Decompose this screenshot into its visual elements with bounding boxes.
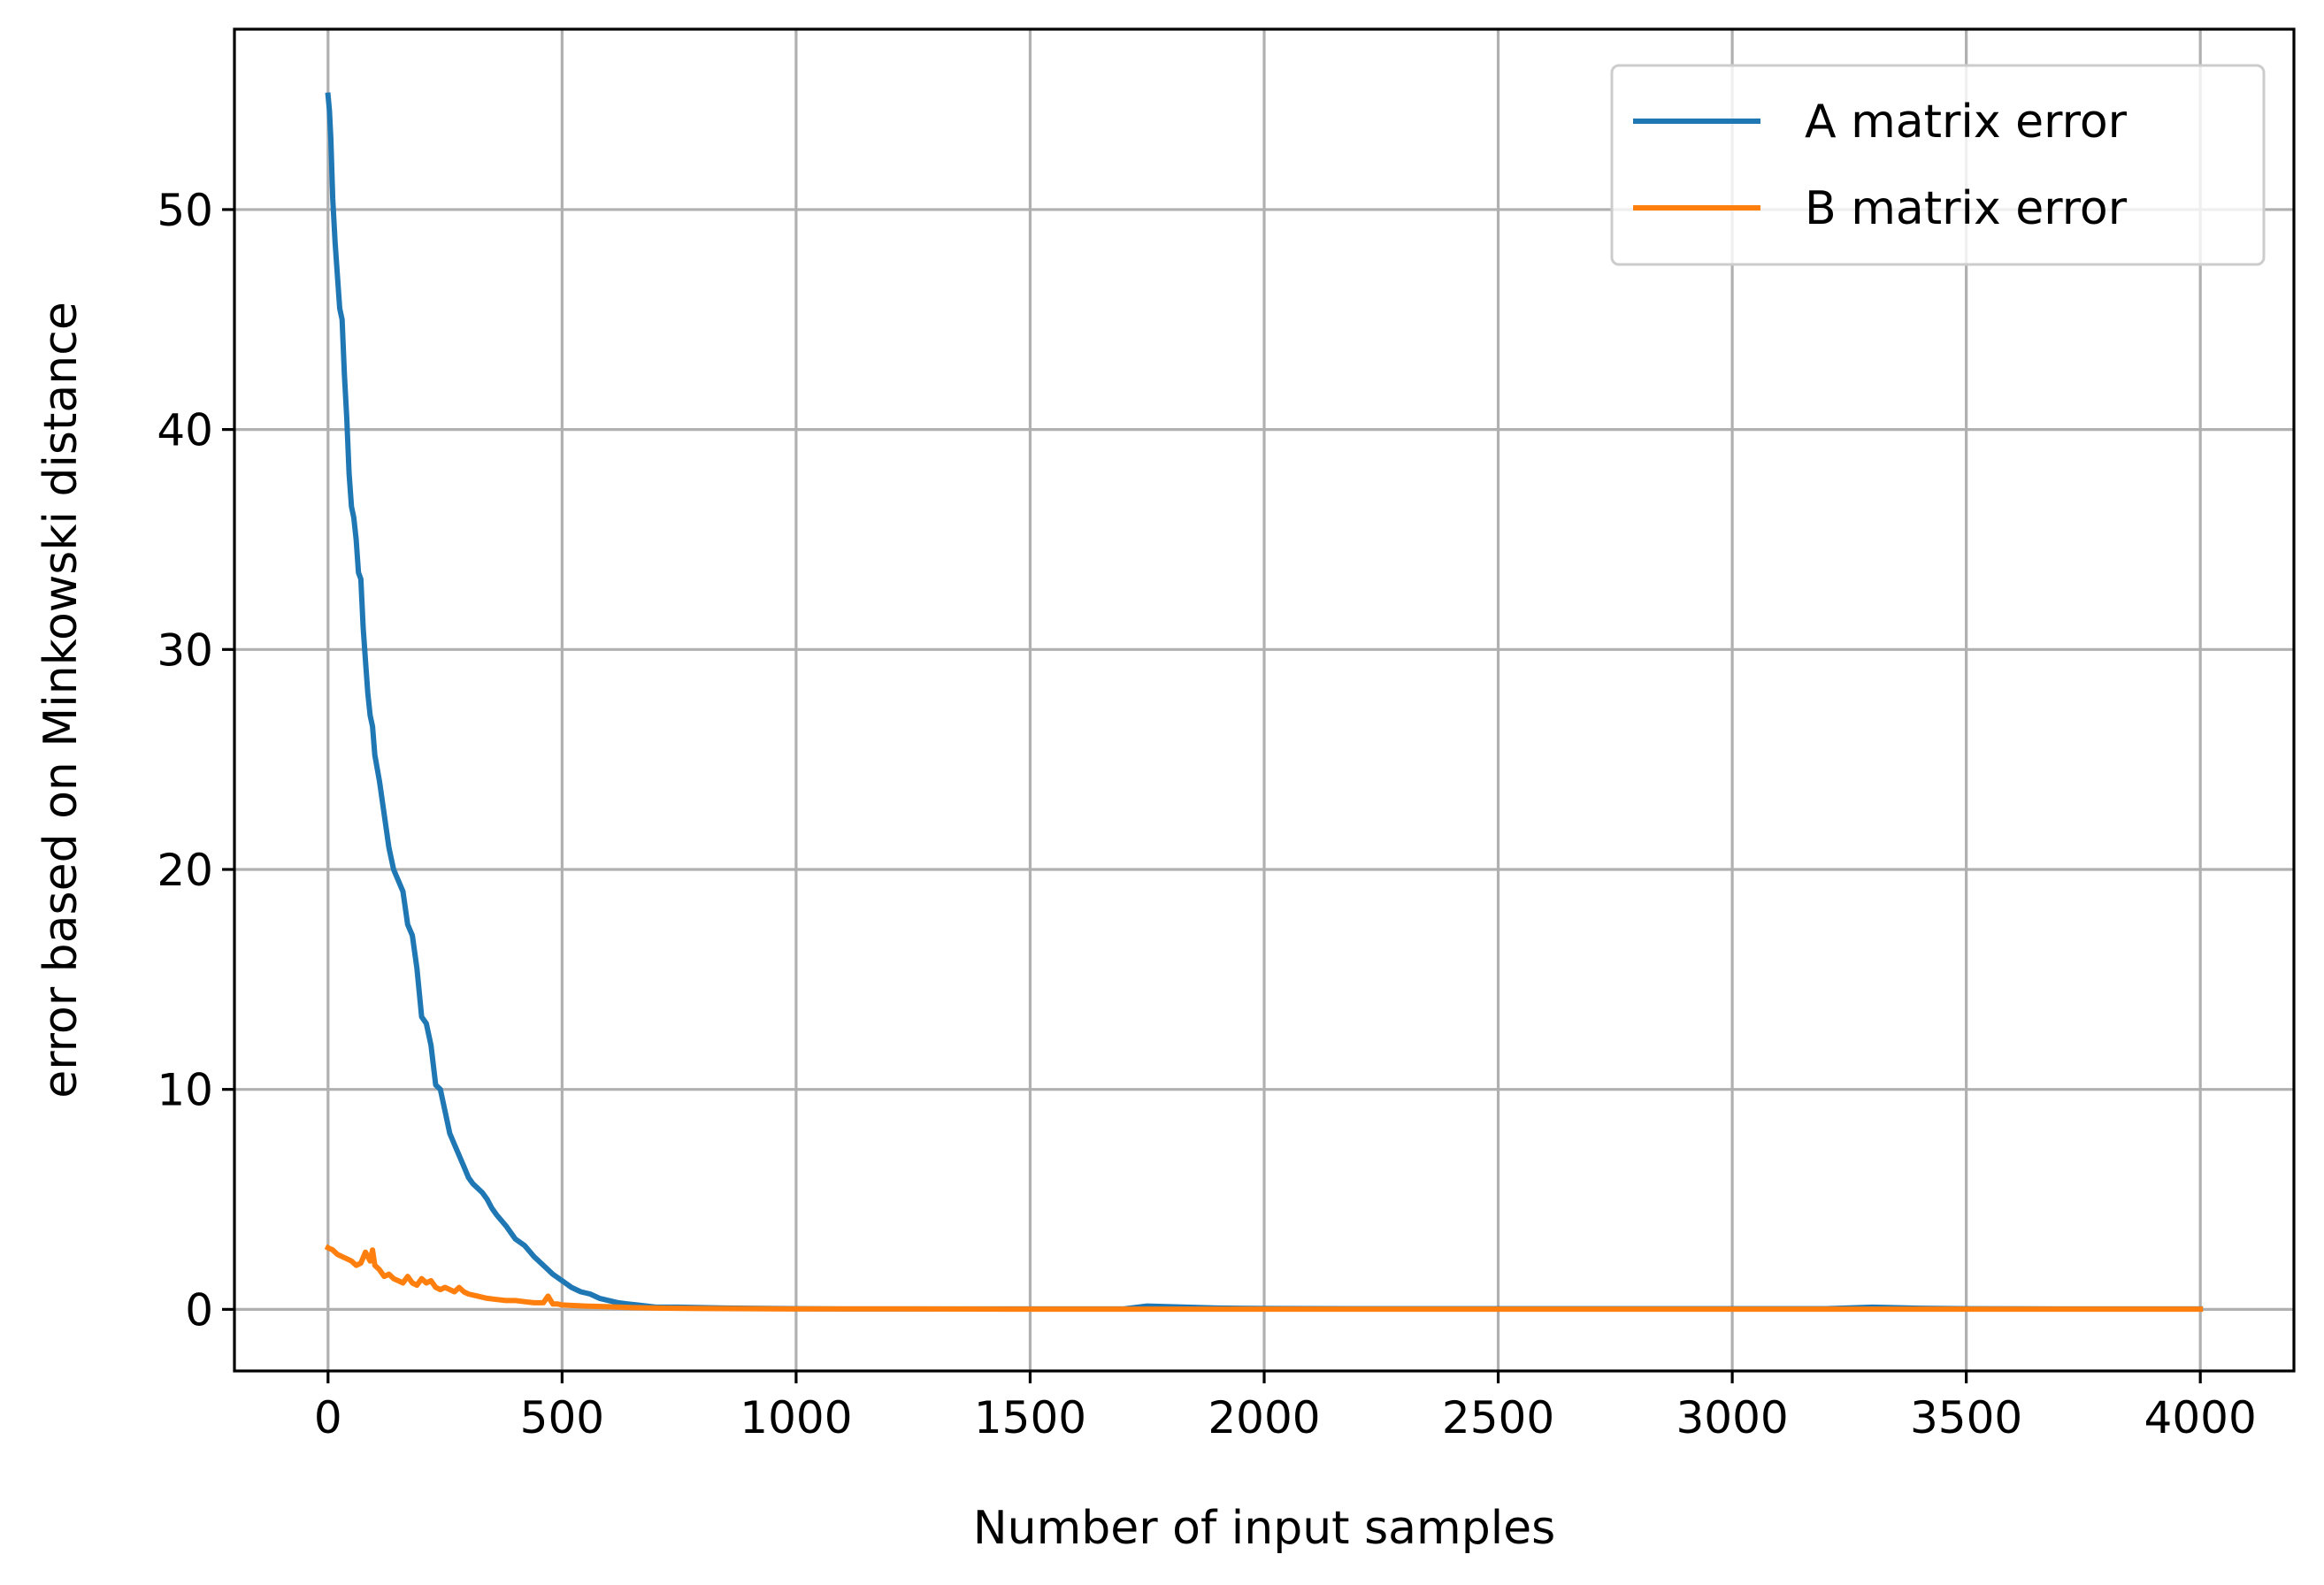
legend-label-a-matrix-error: A matrix error [1805,96,2128,149]
y-tick-label: 10 [157,1065,213,1116]
y-axis-label: error based on Minkowski distance [35,302,88,1099]
x-tick-label: 2500 [1442,1392,1554,1443]
legend-label-b-matrix-error: B matrix error [1805,182,2128,235]
x-tick-label: 1500 [974,1392,1086,1443]
y-tick-label: 30 [157,624,213,676]
y-tick-label: 0 [185,1284,213,1336]
x-axis-label: Number of input samples [973,1502,1556,1555]
x-tick-label: 2000 [1208,1392,1320,1443]
legend: A matrix error B matrix error [1610,64,2266,266]
y-tick-label: 20 [157,845,213,896]
y-tick-label: 40 [157,405,213,456]
x-tick-label: 500 [520,1392,604,1443]
series-line-b-matrix-error [324,1244,2204,1313]
y-axis-ticks: 0 10 20 30 40 50 [157,185,234,1336]
grid-lines [234,29,2294,1371]
x-tick-label: 1000 [740,1392,852,1443]
x-axis-ticks: 0 500 1000 1500 2000 2500 3000 3500 4000 [314,1371,2257,1443]
x-tick-label: 3500 [1910,1392,2022,1443]
x-tick-label: 4000 [2144,1392,2257,1443]
y-tick-label: 50 [157,185,213,236]
series-lines [324,92,2204,1313]
x-tick-label: 0 [314,1392,342,1443]
x-tick-label: 3000 [1676,1392,1788,1443]
legend-box [1610,64,2266,266]
